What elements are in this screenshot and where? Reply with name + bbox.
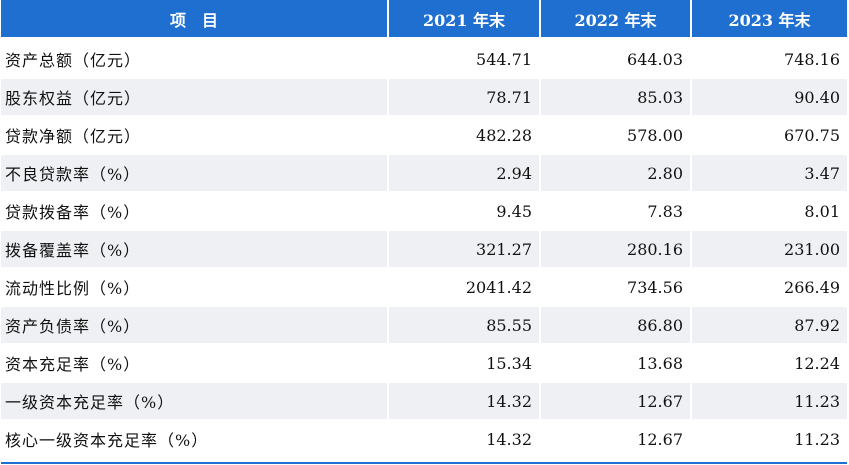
cell-2023: 11.23 [692, 419, 847, 457]
table-row: 核心一级资本充足率（%） 14.32 12.67 11.23 [1, 419, 847, 457]
cell-2023: 11.23 [692, 381, 847, 419]
row-label: 资产总额（亿元） [1, 39, 389, 77]
cell-2023: 231.00 [692, 229, 847, 267]
cell-2022: 12.67 [541, 419, 692, 457]
cell-2021: 321.27 [389, 229, 541, 267]
cell-2021: 2041.42 [389, 267, 541, 305]
table-row: 流动性比例（%） 2041.42 734.56 266.49 [1, 267, 847, 305]
table-row: 拨备覆盖率（%） 321.27 280.16 231.00 [1, 229, 847, 267]
cell-2021: 85.55 [389, 305, 541, 343]
cell-2021: 9.45 [389, 191, 541, 229]
table-row: 贷款拨备率（%） 9.45 7.83 8.01 [1, 191, 847, 229]
cell-2023: 87.92 [692, 305, 847, 343]
cell-2023: 670.75 [692, 115, 847, 153]
cell-2023: 8.01 [692, 191, 847, 229]
cell-2022: 2.80 [541, 153, 692, 191]
table-row: 股东权益（亿元） 78.71 85.03 90.40 [1, 77, 847, 115]
table-row: 贷款净额（亿元） 482.28 578.00 670.75 [1, 115, 847, 153]
cell-2022: 7.83 [541, 191, 692, 229]
table-row: 一级资本充足率（%） 14.32 12.67 11.23 [1, 381, 847, 419]
cell-2022: 644.03 [541, 39, 692, 77]
cell-2022: 734.56 [541, 267, 692, 305]
row-label: 资本充足率（%） [1, 343, 389, 381]
header-2023: 2023 年末 [692, 0, 847, 39]
cell-2023: 3.47 [692, 153, 847, 191]
row-label: 资产负债率（%） [1, 305, 389, 343]
cell-2021: 482.28 [389, 115, 541, 153]
row-label: 贷款拨备率（%） [1, 191, 389, 229]
table-row: 资本充足率（%） 15.34 13.68 12.24 [1, 343, 847, 381]
cell-2022: 86.80 [541, 305, 692, 343]
row-label: 股东权益（亿元） [1, 77, 389, 115]
cell-2021: 544.71 [389, 39, 541, 77]
cell-2022: 280.16 [541, 229, 692, 267]
header-item: 项 目 [1, 0, 389, 39]
cell-2022: 12.67 [541, 381, 692, 419]
table-header-row: 项 目 2021 年末 2022 年末 2023 年末 [1, 0, 847, 39]
cell-2022: 578.00 [541, 115, 692, 153]
financial-indicators-table: 项 目 2021 年末 2022 年末 2023 年末 资产总额（亿元） 544… [1, 0, 847, 457]
cell-2023: 90.40 [692, 77, 847, 115]
cell-2021: 78.71 [389, 77, 541, 115]
cell-2022: 13.68 [541, 343, 692, 381]
row-label: 一级资本充足率（%） [1, 381, 389, 419]
row-label: 核心一级资本充足率（%） [1, 419, 389, 457]
cell-2021: 15.34 [389, 343, 541, 381]
table-bottom-rule [1, 462, 847, 464]
table-row: 资产总额（亿元） 544.71 644.03 748.16 [1, 39, 847, 77]
cell-2023: 12.24 [692, 343, 847, 381]
row-label: 贷款净额（亿元） [1, 115, 389, 153]
cell-2021: 14.32 [389, 419, 541, 457]
row-label: 流动性比例（%） [1, 267, 389, 305]
table-row: 不良贷款率（%） 2.94 2.80 3.47 [1, 153, 847, 191]
cell-2021: 14.32 [389, 381, 541, 419]
cell-2021: 2.94 [389, 153, 541, 191]
cell-2023: 266.49 [692, 267, 847, 305]
table-row: 资产负债率（%） 85.55 86.80 87.92 [1, 305, 847, 343]
header-2021: 2021 年末 [389, 0, 541, 39]
row-label: 不良贷款率（%） [1, 153, 389, 191]
cell-2023: 748.16 [692, 39, 847, 77]
cell-2022: 85.03 [541, 77, 692, 115]
row-label: 拨备覆盖率（%） [1, 229, 389, 267]
header-2022: 2022 年末 [541, 0, 692, 39]
